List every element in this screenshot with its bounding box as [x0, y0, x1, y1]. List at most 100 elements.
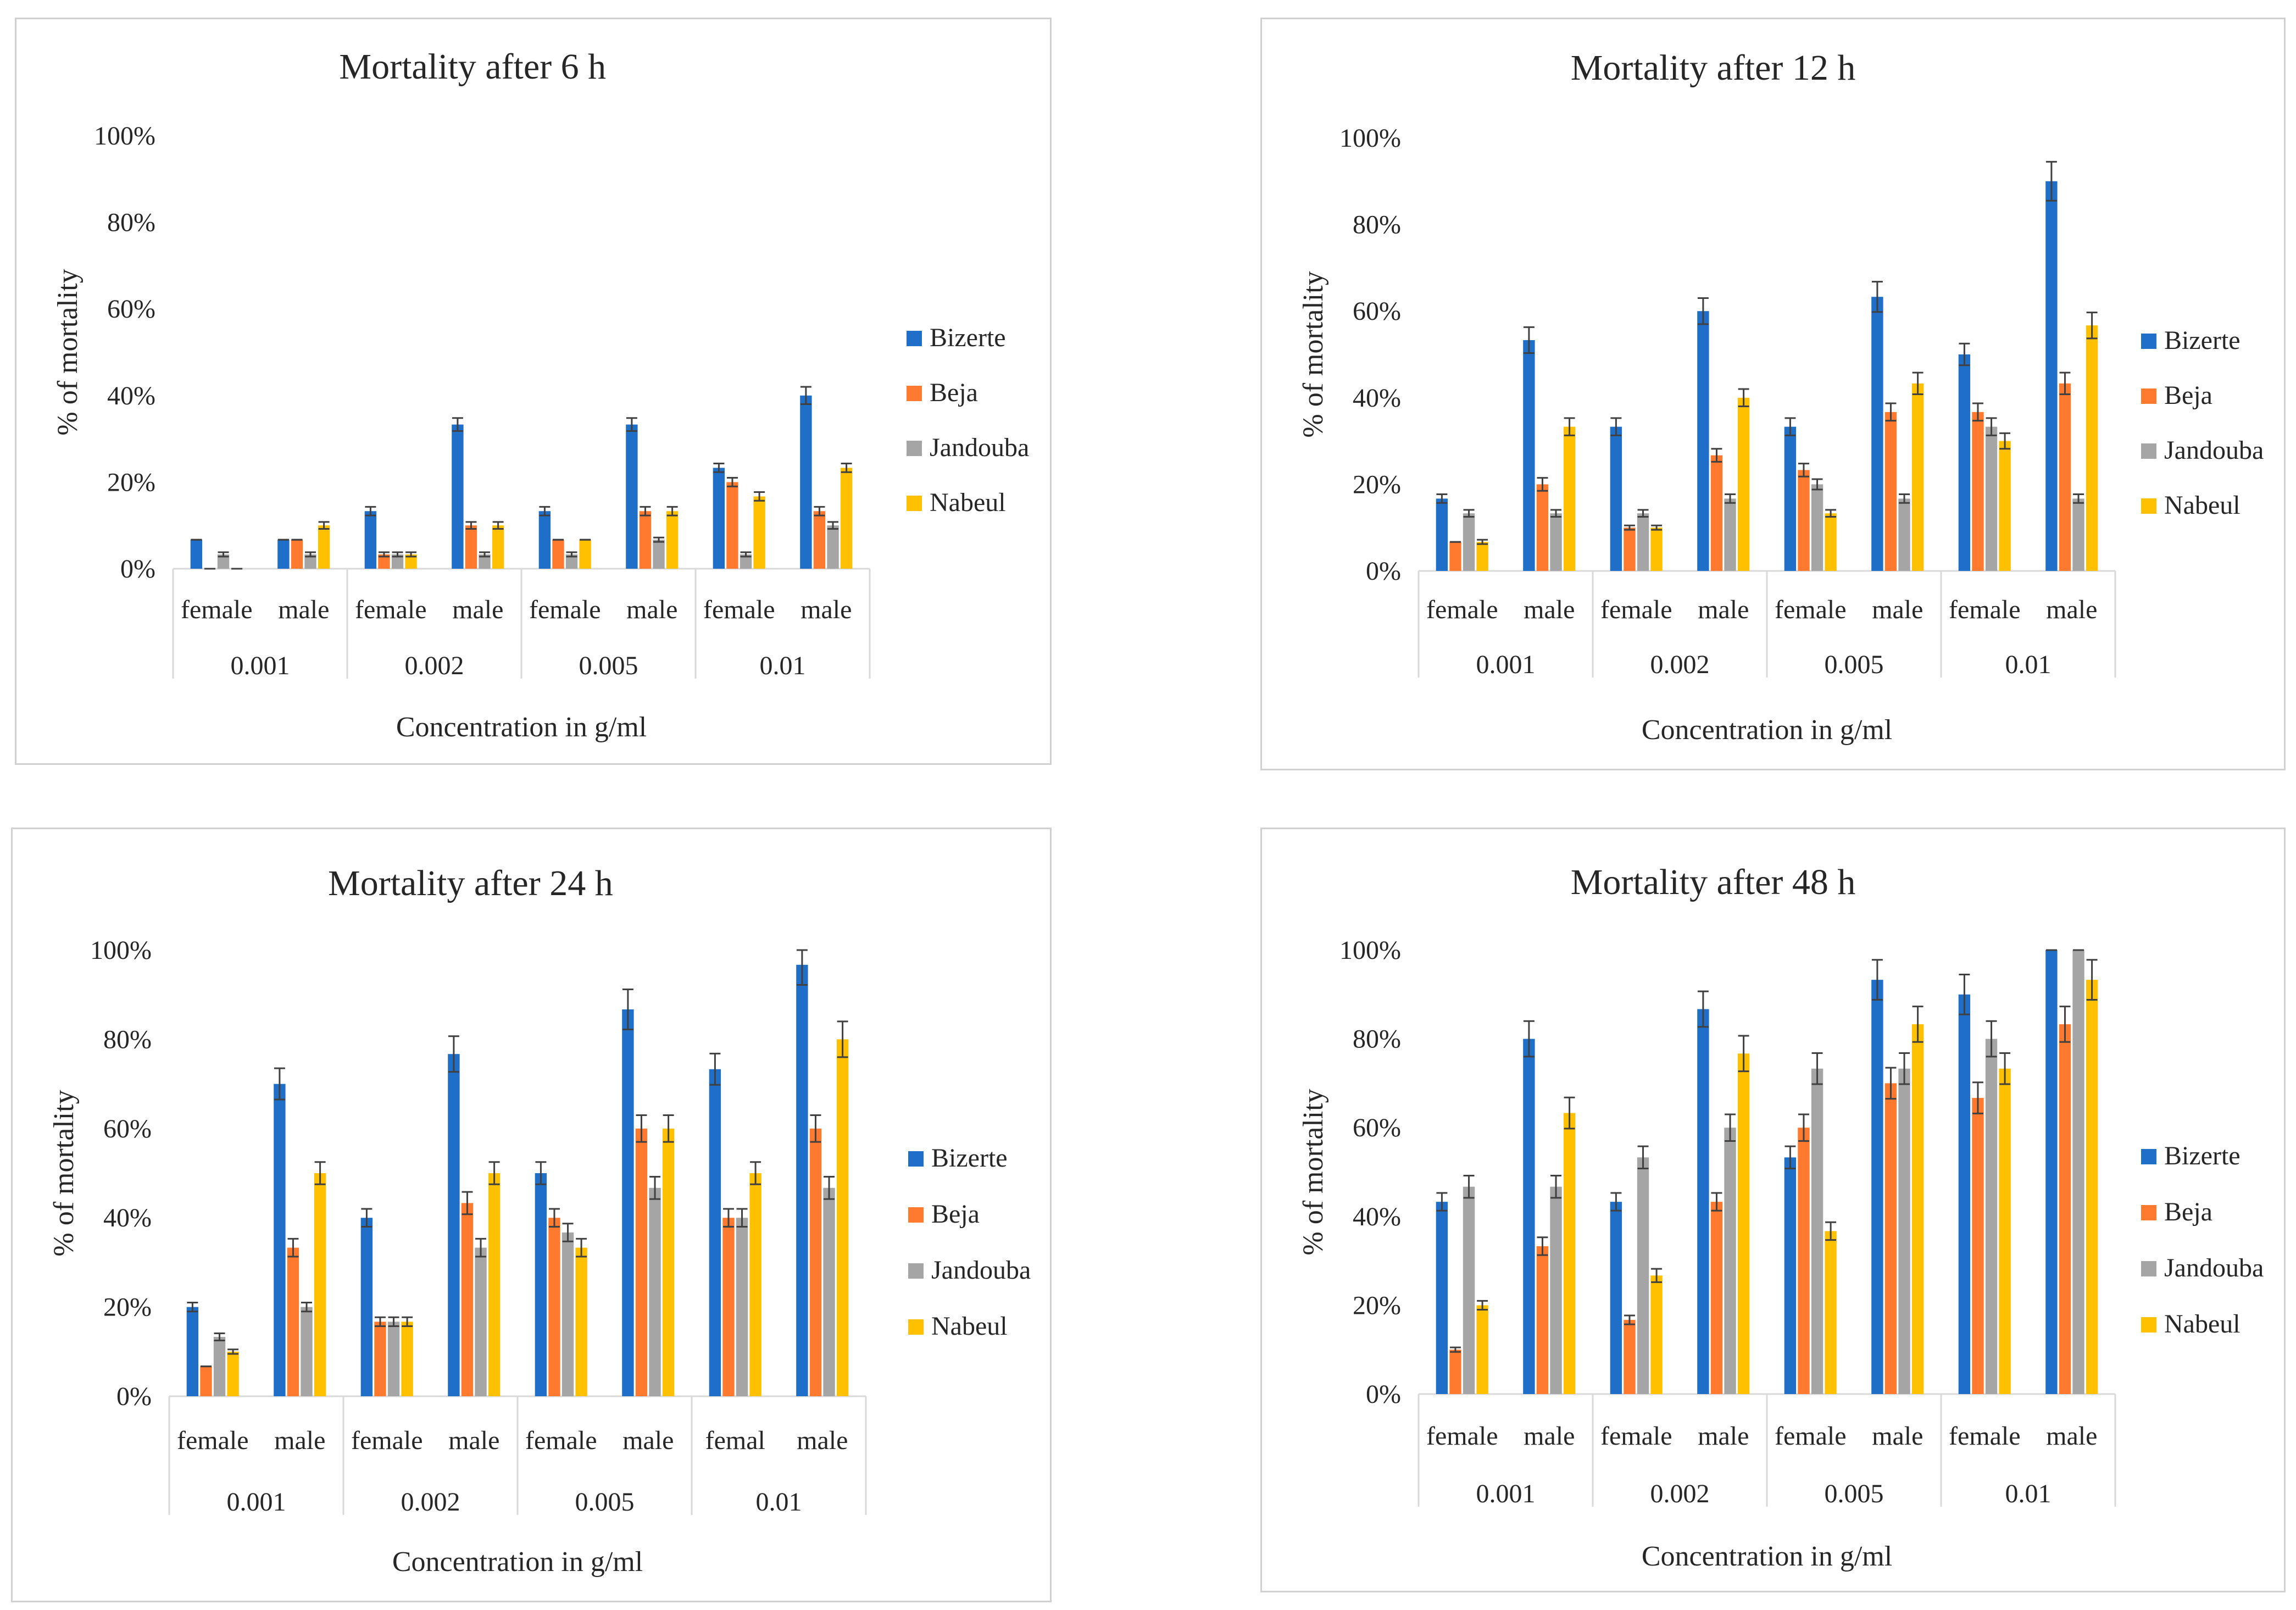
bar-bizerte	[538, 511, 551, 569]
x-category-label: female	[1600, 595, 1672, 624]
bar-jandouba	[565, 554, 578, 569]
bar-bizerte	[1523, 340, 1535, 571]
bar-bizerte	[2045, 950, 2058, 1394]
x-group-label: 0.01	[2005, 1479, 2052, 1508]
bar-nabeul	[1999, 441, 2011, 571]
bar-nabeul	[227, 1351, 239, 1396]
y-axis-title: % of mortality	[52, 269, 84, 435]
bar-nabeul	[1737, 1053, 1750, 1394]
legend-swatch-beja	[2141, 388, 2156, 404]
bar-jandouba	[391, 554, 404, 569]
x-category-label: male	[452, 595, 503, 624]
bar-beja	[1449, 1350, 1461, 1394]
x-axis-title: Concentration in g/ml	[1642, 1541, 1892, 1572]
bar-bizerte	[1697, 1009, 1709, 1394]
bar-nabeul	[318, 525, 330, 569]
bar-nabeul	[492, 525, 504, 569]
y-tick-label: 60%	[103, 1114, 152, 1143]
x-category-label: female	[1949, 595, 2021, 624]
x-group-label: 0.005	[575, 1487, 635, 1517]
legend-swatch-bizerte	[907, 331, 922, 346]
x-category-label: male	[1524, 1422, 1575, 1451]
bar-beja	[1624, 1320, 1636, 1394]
bar-nabeul	[666, 511, 679, 569]
legend-label-beja: Beja	[2164, 1197, 2212, 1226]
legend-label-jandouba: Jandouba	[930, 433, 1029, 462]
x-category-label: male	[800, 595, 852, 624]
bar-jandouba	[1724, 498, 1736, 571]
legend-label-bizerte: Bizerte	[2164, 1141, 2241, 1170]
y-tick-label: 100%	[1339, 124, 1401, 153]
y-tick-label: 0%	[1366, 557, 1401, 586]
bar-nabeul	[1911, 383, 1924, 571]
x-group-label: 0.01	[760, 651, 806, 680]
y-tick-label: 20%	[107, 468, 155, 497]
bar-nabeul	[2086, 325, 2098, 571]
bar-jandouba	[479, 554, 491, 569]
bar-bizerte	[1958, 994, 1971, 1394]
bar-bizerte	[713, 468, 725, 569]
legend-swatch-nabeul	[2141, 1317, 2156, 1333]
bar-beja	[1536, 1246, 1549, 1394]
legend-label-bizerte: Bizerte	[931, 1143, 1008, 1173]
x-group-label: 0.001	[1476, 1479, 1536, 1508]
bar-jandouba	[823, 1187, 835, 1396]
bar-nabeul	[314, 1173, 326, 1396]
bar-beja	[1710, 455, 1723, 571]
bar-jandouba	[475, 1247, 487, 1396]
y-tick-label: 80%	[1353, 210, 1401, 240]
x-category-label: male	[278, 595, 329, 624]
bar-jandouba	[2072, 950, 2084, 1394]
bar-beja	[1798, 470, 1810, 571]
bar-bizerte	[1871, 297, 1883, 571]
x-category-label: female	[1600, 1422, 1672, 1451]
bar-bizerte	[535, 1173, 547, 1396]
bar-bizerte	[1784, 426, 1797, 571]
bar-bizerte	[360, 1218, 373, 1396]
bar-nabeul	[1650, 528, 1663, 571]
bar-jandouba	[1898, 498, 1910, 571]
bar-beja	[1798, 1128, 1810, 1394]
x-category-label: female	[1775, 595, 1847, 624]
bar-bizerte	[274, 1084, 286, 1396]
bar-beja	[1624, 528, 1636, 571]
bar-beja	[1710, 1202, 1723, 1394]
x-category-label: female	[351, 1426, 423, 1455]
bar-nabeul	[1563, 426, 1576, 571]
bar-nabeul	[1737, 397, 1750, 571]
x-group-label: 0.001	[231, 651, 290, 680]
x-axis-title: Concentration in g/ml	[396, 712, 647, 743]
y-tick-label: 80%	[103, 1025, 152, 1054]
bar-bizerte	[1610, 1202, 1622, 1394]
legend-swatch-jandouba	[2141, 1261, 2156, 1276]
bar-bizerte	[1523, 1039, 1535, 1394]
x-group-label: 0.002	[1650, 1479, 1710, 1508]
x-group-label: 0.01	[756, 1487, 802, 1517]
y-tick-label: 20%	[1353, 1291, 1401, 1320]
x-group-label: 0.002	[401, 1487, 460, 1517]
x-category-label: female	[1775, 1422, 1847, 1451]
x-group-label: 0.005	[579, 651, 638, 680]
bar-nabeul	[753, 496, 765, 569]
bar-jandouba	[1550, 1186, 1562, 1394]
chart-mortality-48h: Mortality after 48 h 0% 20% 40% 60% 80% 100% % …	[1260, 828, 2286, 1592]
legend-swatch-beja	[907, 386, 922, 401]
y-tick-label: 40%	[103, 1203, 152, 1233]
bar-bizerte	[1958, 354, 1971, 571]
bar-jandouba	[653, 540, 665, 569]
bar-beja	[378, 554, 390, 569]
bar-beja	[722, 1218, 735, 1396]
x-category-label: female	[355, 595, 427, 624]
chart-svg: Mortality after 12 h 0% 20% 40% 60% 80% 100% % …	[1298, 48, 2264, 746]
x-category-label: femal	[705, 1426, 765, 1455]
bar-beja	[2059, 383, 2071, 571]
y-tick-label: 60%	[107, 295, 155, 324]
bar-beja	[291, 540, 303, 569]
bar-beja	[2059, 1024, 2071, 1394]
x-group-label: 0.002	[1650, 650, 1710, 679]
legend-label-beja: Beja	[931, 1200, 980, 1229]
legend-label-nabeul: Nabeul	[2164, 1309, 2241, 1339]
x-category-label: female	[529, 595, 601, 624]
chart-title: Mortality after 24 h	[328, 863, 613, 903]
bar-jandouba	[1985, 1039, 1998, 1394]
